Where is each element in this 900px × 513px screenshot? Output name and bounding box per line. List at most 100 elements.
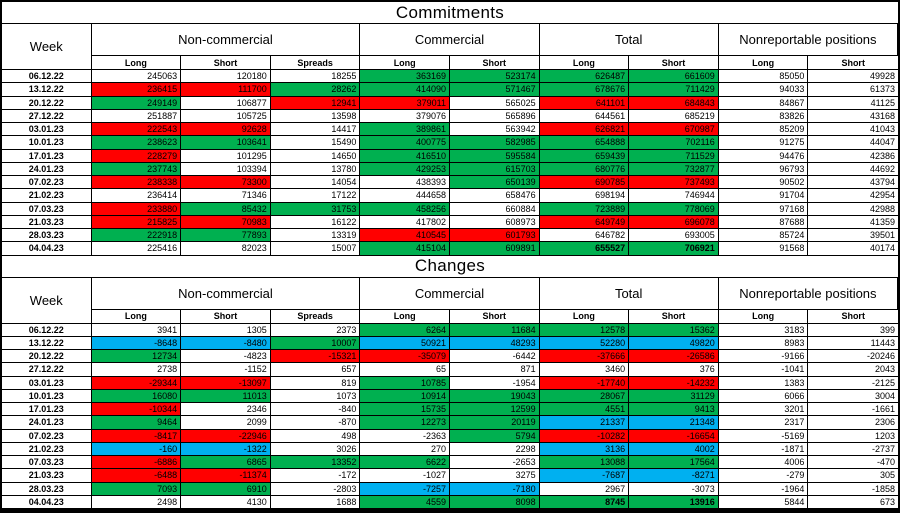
- week-cell: 24.01.23: [2, 162, 92, 176]
- week-cell: 07.03.23: [2, 202, 92, 216]
- group-header-commercial: Commercial: [360, 24, 540, 56]
- week-cell: 06.12.22: [2, 70, 92, 84]
- data-cell: -8480: [181, 336, 271, 350]
- data-cell: 19043: [449, 389, 540, 403]
- week-cell: 17.01.23: [2, 149, 92, 163]
- data-cell: 65: [360, 363, 450, 377]
- data-cell: 20119: [449, 416, 540, 430]
- data-cell: 6066: [718, 389, 809, 403]
- data-cell: -1041: [718, 363, 809, 377]
- data-cell: 6622: [360, 456, 450, 470]
- data-cell: -17740: [539, 376, 630, 390]
- group-header-total: Total: [539, 24, 719, 56]
- subheader-short: Short: [629, 309, 719, 324]
- data-cell: 429253: [360, 162, 450, 176]
- week-cell: 28.03.23: [2, 482, 92, 496]
- data-cell: -172: [270, 469, 361, 483]
- data-cell: 609891: [449, 242, 540, 256]
- data-cell: -1152: [181, 363, 271, 377]
- data-cell: 50921: [360, 336, 450, 350]
- data-cell: 71346: [181, 189, 271, 203]
- data-cell: 14650: [270, 149, 361, 163]
- data-cell: -7687: [539, 469, 630, 483]
- data-cell: 6910: [181, 482, 271, 496]
- group-header-total: Total: [539, 277, 719, 310]
- week-cell: 20.12.22: [2, 96, 92, 110]
- data-cell: 698194: [539, 189, 630, 203]
- data-cell: 4002: [629, 442, 719, 456]
- data-cell: 684843: [629, 96, 719, 110]
- data-cell: 379011: [360, 96, 450, 110]
- week-cell: 03.01.23: [2, 376, 92, 390]
- data-cell: -1322: [181, 442, 271, 456]
- data-cell: -8648: [91, 336, 182, 350]
- data-cell: -1871: [718, 442, 809, 456]
- data-cell: 49928: [808, 70, 898, 84]
- section-title: Changes: [2, 255, 898, 278]
- week-column-header: Week: [2, 277, 92, 324]
- data-cell: 13780: [270, 162, 361, 176]
- data-cell: 85724: [718, 229, 809, 243]
- data-cell: 44047: [808, 136, 898, 150]
- week-column-header: Week: [2, 24, 92, 70]
- data-cell: 233880: [91, 202, 182, 216]
- week-cell: 07.03.23: [2, 456, 92, 470]
- week-cell: 24.01.23: [2, 416, 92, 430]
- subheader-short: Short: [181, 309, 271, 324]
- data-cell: 601793: [449, 229, 540, 243]
- data-cell: 376: [629, 363, 719, 377]
- data-cell: 2306: [808, 416, 898, 430]
- data-cell: 10914: [360, 389, 450, 403]
- data-cell: 245063: [91, 70, 182, 84]
- data-cell: 8983: [718, 336, 809, 350]
- week-cell: 27.12.22: [2, 363, 92, 377]
- data-cell: -1954: [449, 376, 540, 390]
- data-cell: 16122: [270, 215, 361, 229]
- data-cell: 417802: [360, 215, 450, 229]
- subheader-long: Long: [91, 56, 182, 70]
- data-cell: -160: [91, 442, 182, 456]
- subheader-long: Long: [360, 309, 450, 324]
- data-cell: 305: [808, 469, 898, 483]
- data-cell: 693005: [629, 229, 719, 243]
- week-cell: 21.02.23: [2, 442, 92, 456]
- data-cell: 660884: [449, 202, 540, 216]
- data-cell: 14054: [270, 176, 361, 190]
- data-cell: -14232: [629, 376, 719, 390]
- data-cell: 646782: [539, 229, 630, 243]
- data-cell: 4551: [539, 403, 630, 417]
- data-cell: 270: [360, 442, 450, 456]
- data-cell: 3201: [718, 403, 809, 417]
- data-cell: -1964: [718, 482, 809, 496]
- data-cell: -840: [270, 403, 361, 417]
- data-cell: -37666: [539, 350, 630, 364]
- section-commitments: Commitments Week Non-commercial Long Short Sp…: [2, 2, 898, 256]
- data-cell: 4006: [718, 456, 809, 470]
- data-cell: 871: [449, 363, 540, 377]
- data-cell: 565896: [449, 109, 540, 123]
- data-cell: -9166: [718, 350, 809, 364]
- data-cell: 819: [270, 376, 361, 390]
- data-cell: 13598: [270, 109, 361, 123]
- data-cell: 1688: [270, 495, 361, 509]
- data-cell: 659439: [539, 149, 630, 163]
- subheader-short: Short: [808, 56, 898, 70]
- data-cell: 31753: [270, 202, 361, 216]
- data-cell: 399: [808, 323, 898, 337]
- data-cell: -20246: [808, 350, 898, 364]
- data-cell: 2298: [449, 442, 540, 456]
- data-cell: 31129: [629, 389, 719, 403]
- data-cell: 106877: [181, 96, 271, 110]
- data-cell: 43794: [808, 176, 898, 190]
- data-cell: 565025: [449, 96, 540, 110]
- data-cell: 2043: [808, 363, 898, 377]
- data-cell: 3183: [718, 323, 809, 337]
- data-cell: 608973: [449, 215, 540, 229]
- week-cell: 13.12.22: [2, 83, 92, 97]
- subheader-short: Short: [449, 309, 540, 324]
- data-cell: 746944: [629, 189, 719, 203]
- data-cell: 39501: [808, 229, 898, 243]
- data-cell: 9413: [629, 403, 719, 417]
- data-cell: 6865: [181, 456, 271, 470]
- data-cell: 523174: [449, 70, 540, 84]
